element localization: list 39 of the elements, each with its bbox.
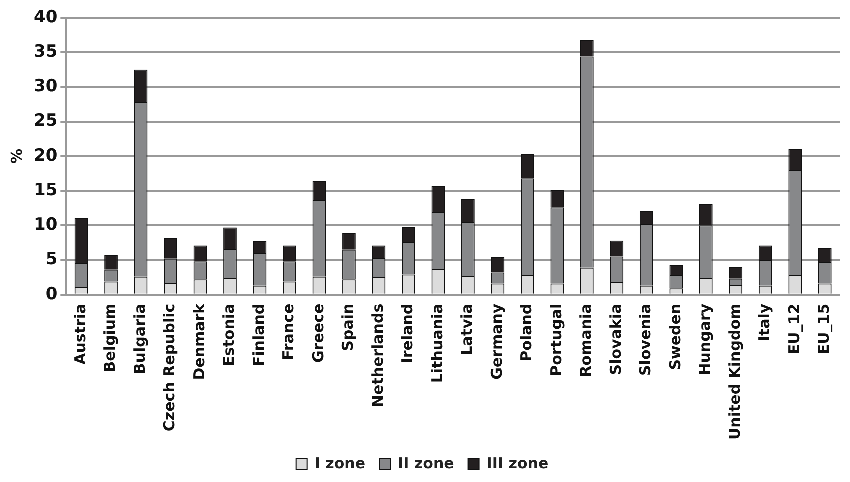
legend-label: I zone (314, 454, 366, 472)
y-tick-label: 35 (34, 42, 58, 62)
x-tick-label: Italy (756, 304, 774, 342)
x-tick-label: Hungary (696, 304, 714, 376)
x-tick-label: Latvia (458, 304, 476, 356)
x-tick-label: EU_15 (815, 304, 834, 355)
y-tick-label: 30 (34, 76, 58, 97)
x-tick-label: Estonia (220, 304, 238, 366)
x-tick-label: France (280, 304, 298, 360)
y-tick-label: 25 (34, 111, 58, 132)
x-tick-label: United Kingdom (726, 304, 744, 440)
x-tick-label: Spain (339, 304, 358, 352)
x-tick-label: Greece (309, 304, 328, 363)
x-tick-label: Slovenia (636, 304, 655, 376)
x-tick-label: Austria (71, 304, 90, 365)
x-tick-label: Netherlands (368, 304, 387, 408)
x-tick-label: Lithuania (428, 304, 446, 384)
y-axis-title: % (8, 148, 26, 164)
legend-label: II zone (398, 454, 454, 472)
x-tick-label: Bulgaria (130, 304, 149, 375)
x-tick-label: Portugal (547, 304, 566, 376)
x-tick-label: Sweden (666, 304, 684, 370)
x-tick-label: Germany (488, 304, 506, 380)
x-tick-label: Belgium (101, 304, 120, 373)
x-tick-label: Czech Republic (160, 304, 179, 432)
y-tick-label: 10 (34, 215, 58, 236)
x-tick-label: EU_12 (785, 304, 804, 355)
legend-label: III zone (486, 454, 549, 472)
y-tick-label: 20 (34, 146, 58, 166)
x-tick-label: Finland (250, 304, 268, 367)
y-tick-label: 5 (46, 250, 58, 270)
x-tick-label: Poland (518, 304, 536, 362)
y-tick-label: 40 (34, 7, 58, 28)
x-tick-label: Slovakia (606, 304, 625, 376)
x-tick-label: Ireland (398, 304, 417, 364)
y-tick-label: 15 (34, 180, 58, 200)
y-tick-label: 0 (46, 284, 58, 304)
x-tick-label: Romania (577, 304, 596, 378)
x-tick-label: Denmark (190, 302, 208, 380)
